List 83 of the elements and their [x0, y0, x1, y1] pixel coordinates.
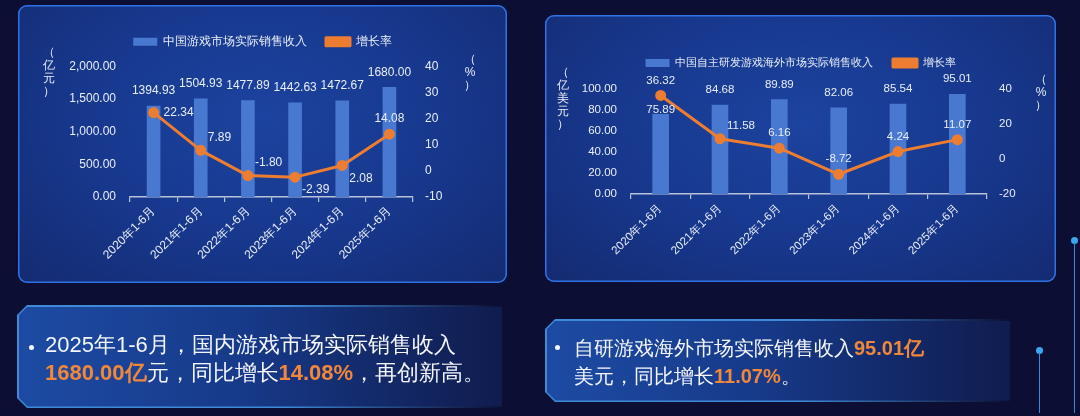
point [336, 159, 348, 171]
y2-tick-label: 0 [999, 152, 1006, 165]
y-tick-label: 40.00 [588, 145, 617, 158]
point [951, 134, 963, 146]
data-label: 95.01 [942, 72, 972, 85]
text: 95.01亿 [854, 337, 925, 359]
bar [241, 100, 255, 197]
data-label: 36.32 [646, 73, 676, 86]
y-tick-label: 2,000.00 [69, 58, 117, 73]
y2-tick-label: 10 [425, 137, 439, 152]
y2-tick-label: -10 [425, 189, 443, 204]
text: 元，同比增长 [146, 360, 279, 385]
data-label: 1472.67 [320, 78, 365, 93]
bar [193, 98, 208, 197]
bar [711, 104, 729, 194]
point [148, 107, 160, 119]
text: 自研游戏海外市场实际销售收入 [574, 337, 854, 359]
y2-tick-label: 40 [425, 58, 439, 73]
y-tick-label: 60.00 [588, 124, 617, 137]
text: 美元，同比增长 [574, 365, 714, 387]
y2-tick-label: 20 [999, 117, 1012, 130]
legend-label: 增长率 [921, 56, 956, 69]
bar [771, 99, 788, 194]
point [383, 128, 395, 140]
data-label: 1504.93 [179, 76, 223, 91]
y-axis-title: （亿元） [42, 45, 56, 98]
bar [146, 105, 161, 197]
y2-tick-label: 40 [999, 82, 1012, 95]
data-label: -2.39 [302, 182, 330, 197]
y-tick-label: 100.00 [581, 82, 617, 95]
data-label: 1442.63 [273, 80, 318, 95]
bar [335, 100, 350, 197]
y2-tick-label: -20 [999, 187, 1016, 200]
data-label: 75.89 [646, 102, 676, 115]
y-tick-label: 0.00 [594, 187, 617, 200]
data-label: -8.72 [825, 152, 852, 165]
y2-axis-title: （%） [463, 52, 477, 92]
y-tick-label: 500.00 [79, 156, 117, 171]
point [242, 170, 254, 182]
data-label: 22.34 [163, 104, 194, 119]
y-tick-label: 0.00 [92, 189, 117, 204]
data-label: 1394.93 [131, 83, 176, 98]
text: 2025年1-6月，国内游戏市场实际销售收入 [45, 332, 456, 357]
data-label: 89.89 [764, 77, 794, 90]
y2-tick-label: 30 [425, 84, 439, 99]
text: 。 [780, 365, 801, 387]
data-label: 7.89 [207, 129, 232, 144]
legend-label: 中国游戏市场实际销售收入 [163, 33, 307, 47]
point [195, 144, 207, 156]
point [833, 168, 845, 180]
y-tick-label: 80.00 [588, 103, 617, 116]
legend-label: 增长率 [354, 33, 392, 47]
point [892, 146, 904, 158]
text: 1680.00亿 [45, 360, 147, 385]
y2-tick-label: 20 [425, 111, 439, 126]
y-axis-title: （亿美元） [556, 65, 570, 131]
data-label: 1680.00 [367, 64, 412, 79]
point [773, 142, 785, 154]
y-tick-label: 1,500.00 [69, 91, 117, 106]
data-label: 6.16 [768, 126, 791, 139]
data-label: 2.08 [349, 170, 373, 185]
text: 11.07% [714, 365, 781, 387]
bar [288, 102, 302, 197]
data-label: 4.24 [886, 129, 910, 142]
text: 14.08% [278, 360, 354, 385]
data-label: 85.54 [883, 82, 913, 95]
data-label: 1477.89 [226, 77, 270, 92]
y2-tick-label: 0 [425, 163, 432, 178]
y-tick-label: 1,000.00 [69, 124, 117, 139]
data-label: 11.07 [943, 117, 972, 130]
y2-axis-title: （%） [1034, 72, 1048, 112]
point [714, 133, 726, 145]
data-label: 82.06 [824, 86, 854, 99]
point [655, 89, 667, 101]
point [289, 171, 301, 183]
data-label: 14.08 [374, 111, 405, 126]
data-label: -1.80 [254, 154, 283, 169]
text: ，再创新高。 [353, 360, 486, 385]
legend-label: 中国自主研发游戏海外市场实际销售收入 [675, 56, 873, 69]
data-label: 11.58 [727, 118, 755, 131]
bar [652, 113, 669, 194]
data-label: 84.68 [705, 83, 735, 96]
y-tick-label: 20.00 [588, 166, 617, 179]
